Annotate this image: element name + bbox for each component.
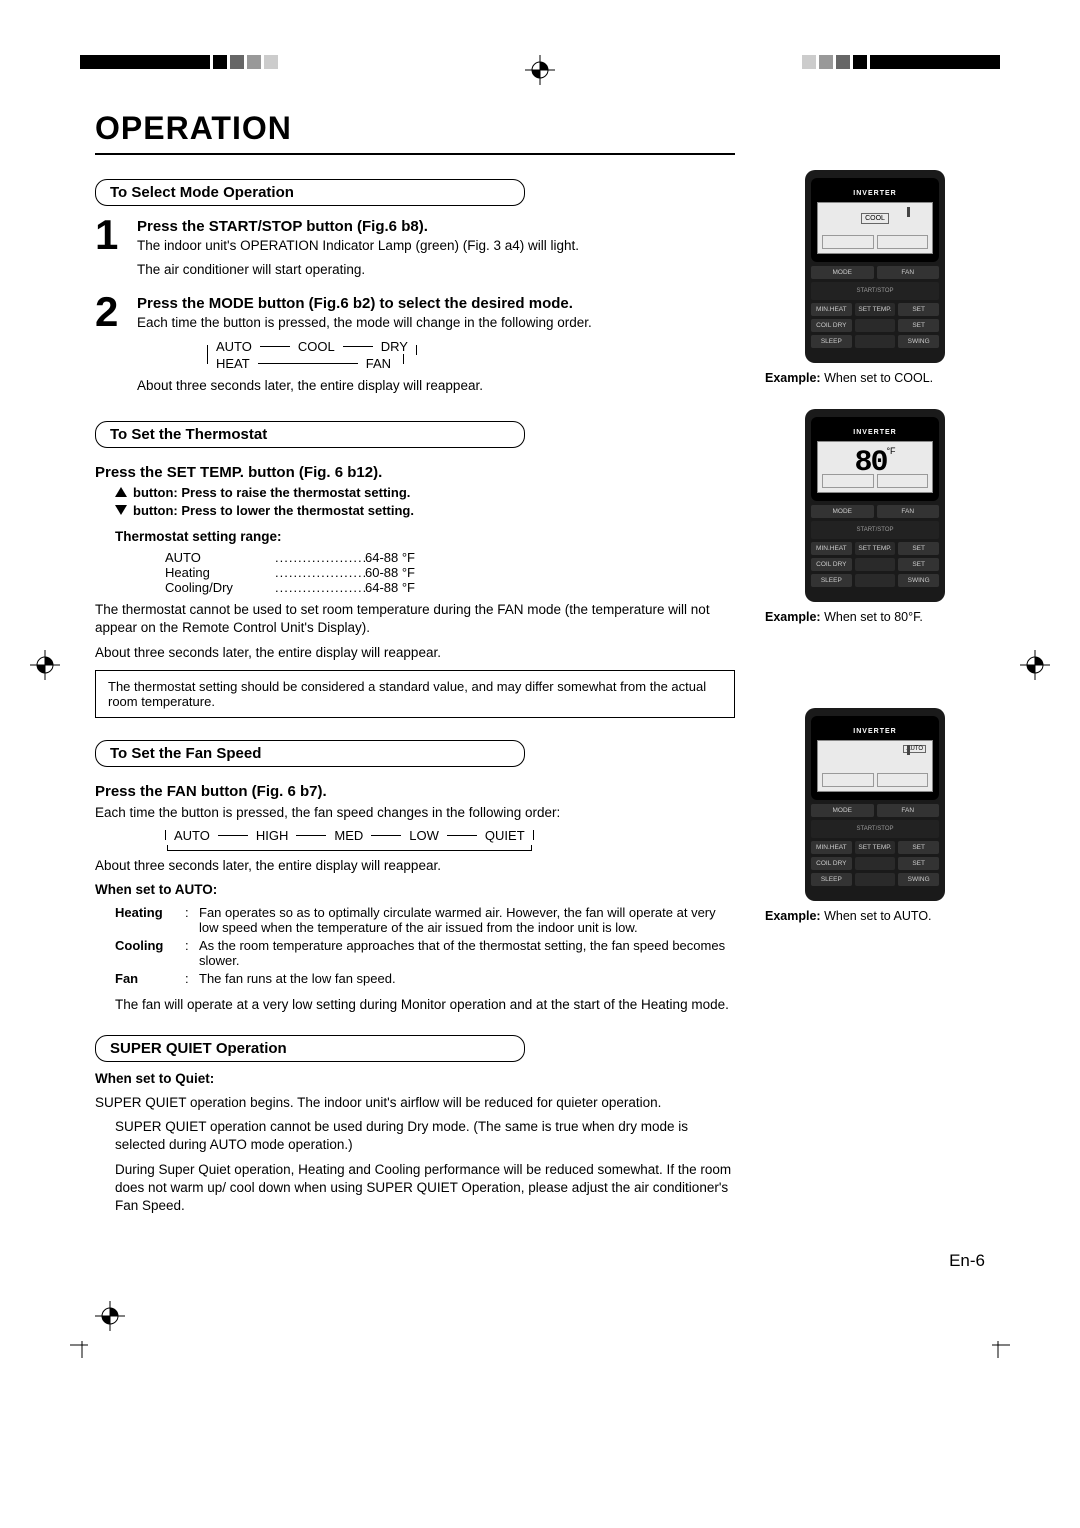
mode-cycle-diagram: AUTO COOL DRY HEAT FAN: [207, 339, 735, 371]
step-title: Press the MODE button (Fig.6 b2) to sele…: [137, 295, 735, 312]
section-fan-speed: To Set the Fan Speed: [95, 740, 525, 767]
registration-mark-bottom: [95, 1301, 985, 1331]
fan-intro: Each time the button is pressed, the fan…: [95, 804, 735, 822]
page-title: OPERATION: [95, 110, 735, 147]
button-up-desc: button: Press to raise the thermostat se…: [115, 485, 735, 500]
crop-corner: [985, 1333, 1010, 1361]
thermostat-note: About three seconds later, the entire di…: [95, 644, 735, 662]
page-number: En-6: [95, 1251, 985, 1271]
fan-auto-header: When set to AUTO:: [95, 882, 217, 897]
thermostat-warning-box: The thermostat setting should be conside…: [95, 670, 735, 718]
print-crop-marks: [0, 55, 1080, 75]
step-text: Each time the button is pressed, the mod…: [137, 314, 735, 332]
section-thermostat: To Set the Thermostat: [95, 421, 525, 448]
down-arrow-icon: [115, 505, 127, 515]
button-down-desc: button: Press to lower the thermostat se…: [115, 503, 735, 518]
fan-auto-definitions: Heating:Fan operates so as to optimally …: [115, 905, 735, 986]
quiet-text: During Super Quiet operation, Heating an…: [115, 1161, 735, 1216]
fan-cycle-diagram: AUTO HIGH MED LOW QUIET: [165, 828, 735, 851]
quiet-text: SUPER QUIET operation begins. The indoor…: [95, 1094, 735, 1112]
step-text: About three seconds later, the entire di…: [137, 377, 735, 395]
step-text: The air conditioner will start operating…: [137, 261, 735, 279]
remote-illustration-auto: INVERTER AUTO MODEFAN START/STOP MIN.HEA…: [805, 708, 945, 901]
step-number: 1: [95, 214, 125, 285]
step-text: The indoor unit's OPERATION Indicator La…: [137, 237, 735, 255]
section-super-quiet: SUPER QUIET Operation: [95, 1035, 525, 1062]
remote-illustration-temp: INVERTER 80°F MODEFAN START/STOP MIN.HEA…: [805, 409, 945, 602]
step-number: 2: [95, 291, 125, 400]
section-mode-operation: To Select Mode Operation: [95, 179, 525, 206]
subsection-title: Press the SET TEMP. button (Fig. 6 b12).: [95, 464, 735, 481]
registration-mark-right: [1020, 650, 1050, 680]
example-caption-cool: Example: When set to COOL.: [765, 371, 985, 385]
fan-tail-note: The fan will operate at a very low setti…: [115, 996, 735, 1014]
subsection-title: Press the FAN button (Fig. 6 b7).: [95, 783, 735, 800]
thermostat-note: The thermostat cannot be used to set roo…: [95, 601, 735, 637]
quiet-text: SUPER QUIET operation cannot be used dur…: [115, 1118, 735, 1154]
remote-illustration-cool: INVERTER COOL MODEFAN START/STOP MIN.HEA…: [805, 170, 945, 363]
registration-mark-left: [30, 650, 60, 680]
example-caption-auto: Example: When set to AUTO.: [765, 909, 985, 923]
example-caption-temp: Example: When set to 80°F.: [765, 610, 985, 624]
step-title: Press the START/STOP button (Fig.6 b8).: [137, 218, 735, 235]
range-header: Thermostat setting range:: [115, 529, 282, 544]
crop-corner: [70, 1333, 95, 1361]
thermostat-range-table: AUTO................................64-8…: [165, 550, 735, 595]
fan-after: About three seconds later, the entire di…: [95, 857, 735, 875]
up-arrow-icon: [115, 487, 127, 497]
quiet-header: When set to Quiet:: [95, 1071, 214, 1086]
